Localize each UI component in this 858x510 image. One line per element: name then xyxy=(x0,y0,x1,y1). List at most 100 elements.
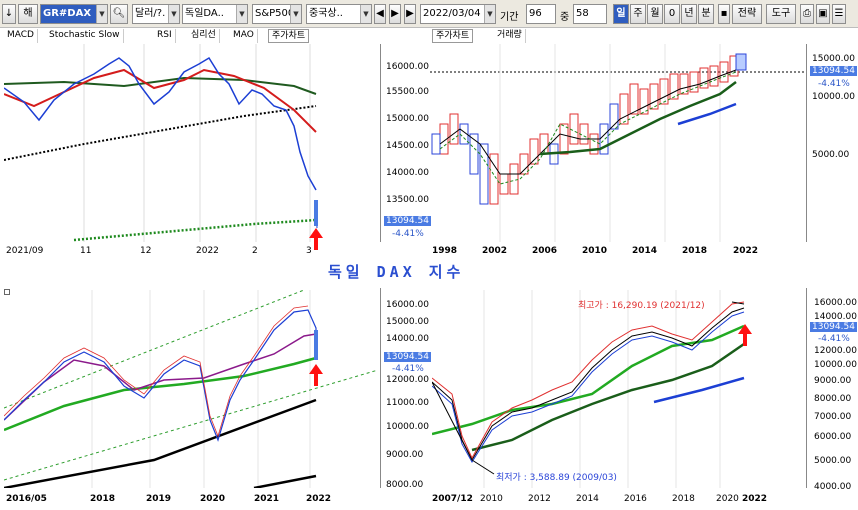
currency-value: 달러/?. xyxy=(135,8,166,19)
unit-minute-button[interactable]: 분 xyxy=(698,4,714,24)
price-label: 4000.00 xyxy=(814,482,852,492)
play-icon[interactable]: ▶ xyxy=(389,4,401,24)
unit-week-button[interactable]: 주 xyxy=(630,4,646,24)
symbol-value: GR#DAX xyxy=(43,8,92,19)
compare-select[interactable]: S&P500 ▼ xyxy=(252,4,302,24)
next-icon[interactable]: ▶ xyxy=(404,4,416,24)
price-label: 12000.00 xyxy=(386,375,429,385)
x-label: 2010 xyxy=(582,246,608,256)
country-select[interactable]: 중국상.. ▼ xyxy=(306,4,372,24)
price-label: 15000.00 xyxy=(386,317,429,327)
chevron-down-icon[interactable]: ▼ xyxy=(484,5,495,23)
x-label: 11 xyxy=(80,246,92,256)
strategy-button[interactable]: 전략 xyxy=(732,4,762,24)
x-label: 2018 xyxy=(90,494,116,504)
panel-tr-tabs: 주가차트 거래량 xyxy=(432,29,552,43)
low-annotation: 최저가 : 3,588.89 (2009/03) xyxy=(496,473,617,483)
change-pct: -4.41% xyxy=(818,334,850,344)
axis-bl xyxy=(380,288,381,488)
unit-zero-button[interactable]: 0 xyxy=(664,4,680,24)
price-label: 14000.00 xyxy=(386,168,429,178)
x-label: 2020 xyxy=(716,494,739,504)
x-label: 2022 xyxy=(306,494,332,504)
index-value: 독일DA.. xyxy=(185,8,224,19)
current-price-badge: 13094.54 xyxy=(810,322,857,332)
tab-mao[interactable]: MAO xyxy=(230,29,258,43)
price-label: 11000.00 xyxy=(386,398,429,408)
tab-macd[interactable]: MACD xyxy=(4,29,38,43)
x-label: 2 xyxy=(252,246,258,256)
print-icon[interactable]: ⎙ xyxy=(800,4,814,24)
price-label: 16000.00 xyxy=(386,62,429,72)
price-label: 5000.00 xyxy=(812,150,850,160)
unit-month-button[interactable]: 월 xyxy=(647,4,663,24)
period-label: 기간 xyxy=(500,12,519,23)
tools-button[interactable]: 도구 xyxy=(766,4,796,24)
x-label: 2022 xyxy=(196,246,219,256)
search-icon[interactable]: 🔍︎ xyxy=(110,4,128,24)
price-label: 15000.00 xyxy=(812,54,855,64)
x-label: 2014 xyxy=(632,246,658,256)
axis-tr xyxy=(806,44,807,242)
price-label: 13500.00 xyxy=(386,195,429,205)
tab-psychology[interactable]: 심리선 xyxy=(188,29,220,43)
panel-tl-tabs: MACD Stochastic Slow RSI 심리선 MAO 주가차트 xyxy=(4,29,374,43)
chevron-down-icon[interactable]: ▼ xyxy=(290,5,301,23)
x-label: 2010 xyxy=(480,494,503,504)
price-label: 8000.00 xyxy=(386,480,424,490)
tab-price-chart[interactable]: 주가차트 xyxy=(268,29,310,43)
settings-icon[interactable]: ☰ xyxy=(832,4,846,24)
up-arrow-icon xyxy=(309,364,323,386)
period-input[interactable]: 96 xyxy=(526,4,556,24)
market-button[interactable]: 해 xyxy=(18,4,38,24)
toolbar: ↓ 해 GR#DAX ▼ 🔍︎ 달러/?. ▼ 독일DA.. ▼ S&P500 ▼ 중국… xyxy=(0,0,858,28)
x-label: 2021 xyxy=(254,494,280,504)
axis-br xyxy=(806,288,807,488)
unit-year-button[interactable]: 년 xyxy=(681,4,697,24)
price-label: 16000.00 xyxy=(386,300,429,310)
x-label: 2016/05 xyxy=(6,494,47,504)
prev-icon[interactable]: ◀ xyxy=(374,4,386,24)
options-icon[interactable]: ▪ xyxy=(718,4,730,24)
arrow-down-icon[interactable]: ↓ xyxy=(2,4,16,24)
current-price-badge: 13094.54 xyxy=(810,66,857,76)
mid-label: 중 xyxy=(560,12,570,23)
up-arrow-icon xyxy=(738,324,752,346)
current-price-badge: 13094.54 xyxy=(384,352,431,362)
unit-day-button[interactable]: 일 xyxy=(613,4,629,24)
chart-bl xyxy=(4,290,378,488)
current-price-badge: 13094.54 xyxy=(384,216,431,226)
change-pct: -4.41% xyxy=(392,364,424,374)
chevron-down-icon[interactable]: ▼ xyxy=(236,5,247,23)
x-label: 2019 xyxy=(146,494,172,504)
x-label: 2002 xyxy=(482,246,508,256)
price-label: 16000.00 xyxy=(814,298,857,308)
x-label: 2018 xyxy=(682,246,708,256)
index-select[interactable]: 독일DA.. ▼ xyxy=(182,4,248,24)
tab-price-chart[interactable]: 주가차트 xyxy=(432,29,474,43)
price-label: 14500.00 xyxy=(386,141,429,151)
chevron-down-icon[interactable]: ▼ xyxy=(96,5,107,23)
chevron-down-icon[interactable]: ▼ xyxy=(168,5,179,23)
x-label: 2016 xyxy=(624,494,647,504)
x-label: 12 xyxy=(140,246,152,256)
tab-rsi[interactable]: RSI xyxy=(154,29,176,43)
date-input[interactable]: 2022/03/04 ▼ xyxy=(420,4,496,24)
tab-stochastic[interactable]: Stochastic Slow xyxy=(46,29,124,43)
country-value: 중국상.. xyxy=(309,8,343,19)
save-icon[interactable]: ▣ xyxy=(816,4,830,24)
price-label: 14000.00 xyxy=(814,312,857,322)
currency-select[interactable]: 달러/?. ▼ xyxy=(132,4,180,24)
mid-input[interactable]: 58 xyxy=(573,4,607,24)
x-label: 2006 xyxy=(532,246,558,256)
tab-volume[interactable]: 거래량 xyxy=(494,29,526,43)
price-label: 7000.00 xyxy=(814,412,852,422)
panel-toggle-icon[interactable] xyxy=(4,289,10,295)
symbol-input[interactable]: GR#DAX ▼ xyxy=(40,4,108,24)
up-arrow-icon xyxy=(309,228,323,250)
chart-tl xyxy=(4,44,318,242)
change-pct: -4.41% xyxy=(818,79,850,89)
chart-tr xyxy=(430,44,804,242)
x-label: 2022 xyxy=(733,246,759,256)
chevron-down-icon[interactable]: ▼ xyxy=(360,5,371,23)
